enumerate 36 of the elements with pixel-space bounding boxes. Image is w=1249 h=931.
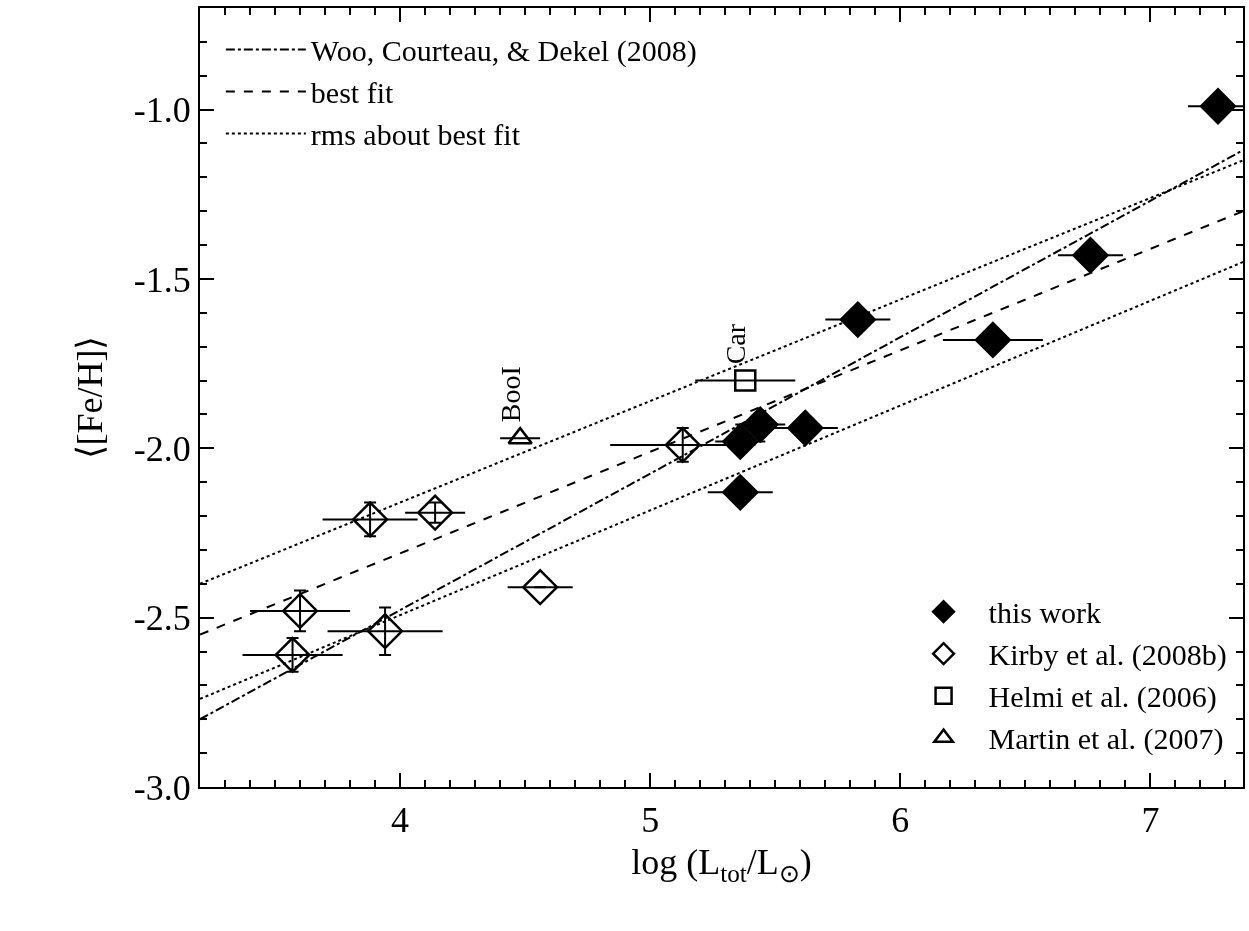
legend-label: best fit [310, 76, 395, 110]
point [366, 613, 404, 650]
legend-label: rms about best fit [310, 118, 521, 152]
point [787, 409, 824, 447]
point [351, 501, 389, 538]
point [1199, 88, 1237, 125]
point [742, 406, 779, 443]
y-axis-title: ⟨[Fe/H]⟩ [70, 335, 111, 460]
legend-label: Woo, Courteau, & Dekel (2008) [310, 34, 697, 69]
x-tick-label: 4 [391, 800, 410, 841]
point [522, 569, 559, 606]
point [1072, 237, 1109, 274]
y-tick-label: -1.0 [133, 90, 191, 131]
x-tick-label: 6 [891, 800, 910, 841]
legend-label: this work [988, 596, 1102, 630]
x-tick-label: 5 [641, 800, 660, 841]
legend-label: Martin et al. (2007) [988, 722, 1224, 757]
point [722, 474, 759, 511]
annotation: Car [720, 323, 752, 365]
point [416, 494, 454, 531]
x-axis-title: log (L$_{tot}$/L$_{⊙}$) [631, 842, 812, 887]
point [664, 426, 701, 464]
y-tick-label: -2.0 [133, 428, 191, 469]
y-tick-label: -1.5 [133, 259, 191, 300]
point [974, 321, 1012, 359]
point [734, 369, 757, 392]
x-tick-label: 7 [1141, 800, 1160, 841]
point [839, 301, 876, 338]
point [722, 423, 759, 460]
y-tick-label: -3.0 [133, 767, 191, 808]
legend-label: Helmi et al. (2006) [988, 680, 1217, 715]
annotation: BooI [495, 366, 527, 423]
point [281, 592, 319, 630]
point [274, 636, 311, 674]
y-tick-label: -2.5 [133, 598, 191, 639]
legend-label: Kirby et al. (2008b) [988, 638, 1227, 673]
